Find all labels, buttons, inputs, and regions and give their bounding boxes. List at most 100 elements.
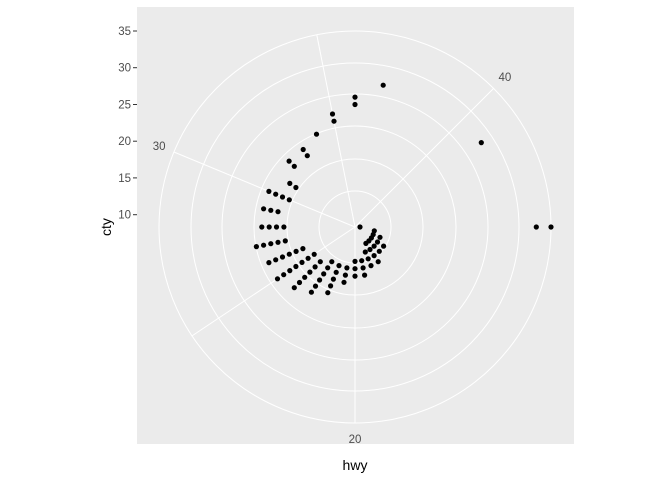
data-point-18: [279, 194, 286, 200]
theta-axis-labels: 20 30 40: [153, 72, 512, 446]
data-point-14: [291, 163, 297, 169]
data-point-41: [299, 259, 305, 265]
data-point-73: [365, 256, 371, 262]
radial-axis-labels: 10 15 20 25 30 35: [118, 26, 137, 222]
data-point-53: [325, 265, 331, 271]
data-point-65: [341, 279, 347, 285]
data-point-11: [300, 146, 306, 153]
theta-tick-label-20: 20: [349, 434, 362, 446]
data-point-29: [275, 239, 281, 245]
data-point-72: [362, 249, 368, 255]
data-point-56: [312, 283, 319, 289]
data-point-52: [329, 259, 335, 265]
data-point-32: [253, 244, 259, 250]
data-point-76: [367, 246, 373, 253]
data-point-3: [533, 224, 539, 230]
data-point-69: [359, 258, 365, 264]
data-point-1: [357, 224, 363, 230]
data-point-21: [275, 209, 281, 215]
x-axis-title: hwy: [343, 457, 368, 473]
y-axis-title: cty: [98, 218, 114, 236]
data-point-86: [377, 234, 383, 240]
data-point-6: [352, 94, 358, 100]
data-point-71: [362, 272, 368, 278]
data-point-13: [286, 158, 292, 164]
data-point-48: [307, 269, 313, 275]
data-point-87: [371, 228, 377, 234]
data-point-26: [266, 224, 272, 230]
r-tick-label-10: 10: [118, 210, 131, 222]
data-point-42: [293, 263, 299, 270]
data-point-35: [286, 251, 292, 257]
theta-tick-label-40: 40: [499, 72, 512, 84]
data-point-63: [344, 265, 350, 271]
r-tick-label-15: 15: [118, 173, 131, 185]
data-point-64: [342, 272, 348, 278]
data-point-34: [293, 248, 299, 254]
data-point-74: [368, 263, 374, 269]
data-point-19: [273, 191, 279, 197]
data-point-16: [293, 184, 299, 191]
data-point-61: [328, 283, 334, 289]
data-point-81: [376, 248, 382, 254]
data-point-50: [296, 279, 303, 286]
data-point-17: [286, 197, 292, 203]
data-point-28: [282, 238, 288, 244]
data-point-39: [311, 251, 317, 257]
data-point-83: [374, 239, 381, 245]
grid-spoke-35: [316, 34, 356, 228]
data-point-15: [287, 180, 293, 186]
data-point-47: [312, 264, 318, 270]
data-point-62: [325, 290, 331, 296]
data-point-55: [317, 277, 323, 283]
data-point-5: [380, 82, 386, 88]
data-point-30: [268, 241, 274, 247]
data-point-77: [371, 253, 377, 259]
data-point-23: [261, 206, 267, 212]
data-point-51: [291, 285, 297, 291]
data-point-70: [360, 265, 366, 271]
r-tick-label-30: 30: [118, 63, 131, 75]
data-point-40: [305, 255, 311, 261]
data-point-38: [266, 260, 272, 266]
data-point-60: [330, 276, 336, 282]
data-point-25: [273, 224, 280, 230]
data-point-4: [478, 140, 484, 146]
grid-spoke-30: [173, 151, 356, 228]
grid-spoke-25: [191, 226, 356, 337]
data-point-67: [352, 266, 358, 272]
data-point-54: [321, 271, 327, 277]
data-point-37: [273, 257, 279, 263]
data-point-68: [352, 273, 358, 279]
data-point-45: [274, 276, 281, 282]
data-point-9: [331, 118, 337, 124]
data-point-22: [268, 207, 274, 213]
data-point-78: [375, 259, 381, 265]
grid-spoke-40: [354, 88, 494, 228]
data-point-33: [300, 246, 306, 252]
data-point-24: [281, 224, 287, 230]
data-point-8: [329, 111, 336, 117]
data-point-2: [548, 224, 554, 230]
data-point-49: [302, 274, 308, 280]
data-point-10: [313, 131, 320, 137]
r-tick-label-35: 35: [118, 26, 131, 38]
data-point-59: [333, 269, 339, 275]
r-tick-label-25: 25: [118, 100, 131, 112]
data-point-12: [304, 153, 310, 159]
data-point-46: [317, 259, 323, 265]
data-point-66: [352, 258, 358, 264]
data-point-20: [266, 188, 272, 194]
data-point-57: [308, 289, 314, 295]
data-point-80: [371, 243, 377, 249]
r-tick-label-20: 20: [118, 136, 131, 148]
data-point-43: [287, 268, 293, 274]
data-points: [253, 82, 554, 296]
theta-tick-label-30: 30: [153, 141, 166, 153]
data-point-58: [336, 263, 342, 269]
data-point-36: [279, 254, 286, 260]
data-point-44: [281, 272, 287, 278]
data-point-27: [259, 224, 265, 230]
data-point-84: [381, 243, 387, 249]
